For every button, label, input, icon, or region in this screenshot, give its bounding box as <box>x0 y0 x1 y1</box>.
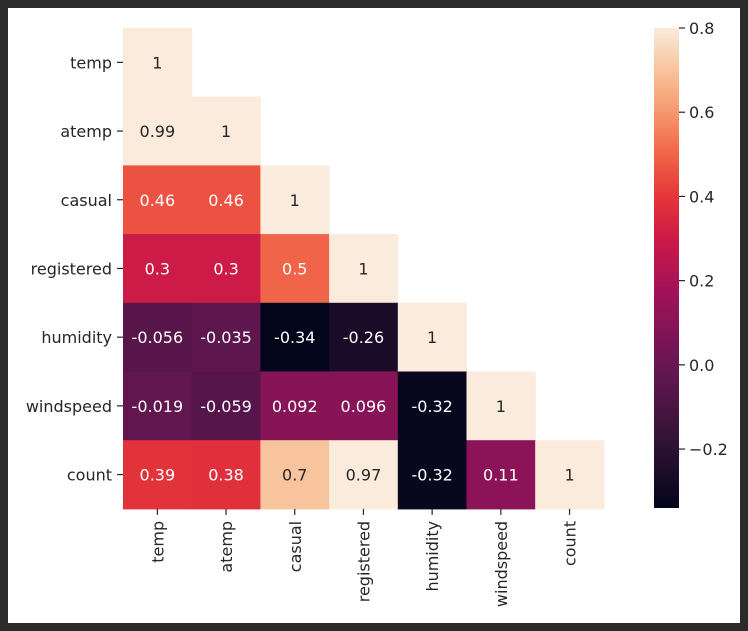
cell-label-2-2: 1 <box>290 191 300 210</box>
heatmap-cell-4-3 <box>329 302 399 372</box>
heatmap-cell-4-1 <box>191 302 261 372</box>
cell-label-0-0: 1 <box>152 53 162 72</box>
colorbar <box>654 28 679 508</box>
x-tick-label-atemp: atemp <box>217 521 236 573</box>
cell-label-2-1: 0.46 <box>208 191 244 210</box>
heatmap-cell-4-4 <box>397 302 467 372</box>
x-tick-label-casual: casual <box>286 521 305 572</box>
x-tick-label-temp: temp <box>148 521 167 563</box>
cell-label-4-3: -0.26 <box>343 328 384 347</box>
y-tick-label-casual: casual <box>61 191 112 210</box>
heatmap-cell-3-3 <box>329 234 399 304</box>
cell-label-3-3: 1 <box>358 259 368 278</box>
colorbar-tick-label-4: 0.0 <box>689 356 714 375</box>
y-tick-label-humidity: humidity <box>41 328 112 347</box>
cell-label-6-4: -0.32 <box>411 466 452 485</box>
y-tick-label-registered: registered <box>31 259 112 278</box>
heatmap-cell-5-4 <box>397 371 467 441</box>
cell-label-1-1: 1 <box>221 122 231 141</box>
heatmap-cell-4-0 <box>123 302 193 372</box>
colorbar-tick-label-1: 0.6 <box>689 103 714 122</box>
y-tick-label-windspeed: windspeed <box>26 397 112 416</box>
heatmap-cell-2-0 <box>123 165 193 235</box>
x-tick-label-registered: registered <box>354 521 373 602</box>
heatmap-cell-3-0 <box>123 234 193 304</box>
correlation-heatmap: 1 0.99 1 0.46 0.46 1 0.3 0.3 0.5 1 -0.056 -0.035 -0.… <box>26 19 728 607</box>
cell-label-6-5: 0.11 <box>483 466 519 485</box>
heatmap-cell-6-0 <box>123 440 193 510</box>
cell-label-5-1: -0.059 <box>200 397 252 416</box>
cell-label-6-6: 1 <box>564 466 574 485</box>
heatmap-cell-0-0 <box>123 28 193 98</box>
heatmap-cell-5-3 <box>329 371 399 441</box>
cell-label-4-2: -0.34 <box>274 328 315 347</box>
heatmap-cell-6-4 <box>397 440 467 510</box>
heatmap-cell-1-0 <box>123 96 193 166</box>
colorbar-tick-label-5: −0.2 <box>689 440 728 459</box>
heatmap-cell-3-2 <box>260 234 330 304</box>
cell-label-6-2: 0.7 <box>282 466 307 485</box>
cell-label-1-0: 0.99 <box>140 122 176 141</box>
cell-label-6-1: 0.38 <box>208 466 244 485</box>
heatmap-cell-6-3 <box>329 440 399 510</box>
colorbar-tick-label-0: 0.8 <box>689 19 714 38</box>
cell-label-4-4: 1 <box>427 328 437 347</box>
heatmap-cell-6-5 <box>466 440 536 510</box>
cell-label-5-4: -0.32 <box>411 397 452 416</box>
cell-label-4-1: -0.035 <box>200 328 252 347</box>
cell-label-6-0: 0.39 <box>140 466 176 485</box>
x-tick-label-count: count <box>561 521 580 566</box>
cell-label-5-5: 1 <box>496 397 506 416</box>
heatmap-cell-6-1 <box>191 440 261 510</box>
heatmap-cell-2-2 <box>260 165 330 235</box>
cell-label-5-3: 0.096 <box>341 397 387 416</box>
y-tick-label-temp: temp <box>70 53 112 72</box>
cell-label-5-2: 0.092 <box>272 397 318 416</box>
cell-label-3-1: 0.3 <box>213 259 238 278</box>
cell-label-3-0: 0.3 <box>145 259 170 278</box>
colorbar-tick-label-3: 0.2 <box>689 272 714 291</box>
colorbar-tick-label-2: 0.4 <box>689 187 714 206</box>
heatmap-cell-4-2 <box>260 302 330 372</box>
heatmap-cell-5-0 <box>123 371 193 441</box>
cell-label-6-3: 0.97 <box>346 466 382 485</box>
heatmap-cell-5-1 <box>191 371 261 441</box>
heatmap-cell-2-1 <box>191 165 261 235</box>
heatmap-cell-5-2 <box>260 371 330 441</box>
heatmap-cell-3-1 <box>191 234 261 304</box>
x-tick-label-humidity: humidity <box>423 521 442 592</box>
cell-label-5-0: -0.019 <box>132 397 184 416</box>
chart-frame: 1 0.99 1 0.46 0.46 1 0.3 0.3 0.5 1 -0.056 -0.035 -0.… <box>8 8 740 623</box>
heatmap-cell-6-6 <box>535 440 605 510</box>
y-tick-label-count: count <box>67 466 112 485</box>
cell-label-4-0: -0.056 <box>132 328 184 347</box>
heatmap-cell-6-2 <box>260 440 330 510</box>
heatmap-cell-1-1 <box>191 96 261 166</box>
y-tick-label-atemp: atemp <box>60 122 112 141</box>
heatmap-cell-5-5 <box>466 371 536 441</box>
x-tick-label-windspeed: windspeed <box>492 521 511 607</box>
cell-label-2-0: 0.46 <box>140 191 176 210</box>
cell-label-3-2: 0.5 <box>282 259 307 278</box>
